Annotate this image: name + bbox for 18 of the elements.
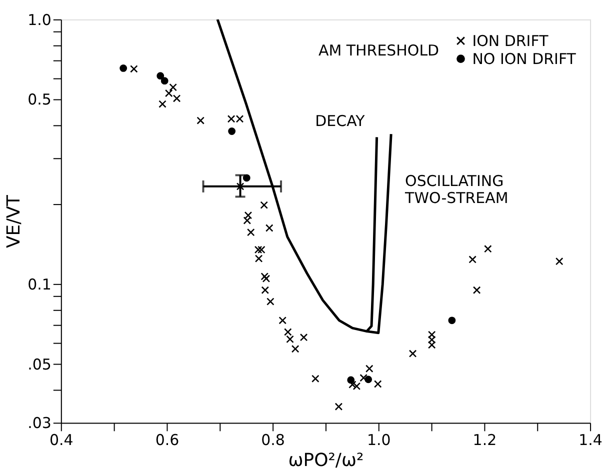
x-tick-label: 0.4 [49, 431, 74, 450]
legend-label: ION DRIFT [472, 32, 550, 50]
y-tick-label: 1.0 [28, 10, 52, 29]
y-axis-title: VE/VT [4, 194, 25, 248]
x-tick-label: 1.0 [366, 431, 391, 450]
y-tick-label: .05 [28, 355, 52, 374]
x-tick-label: 0.6 [155, 431, 180, 450]
series-label: OSCILLATING TWO-STREAM [404, 172, 508, 207]
y-tick-label: 0.5 [28, 90, 52, 109]
x-tick-label: 1.4 [578, 431, 602, 450]
series-label: DECAY [315, 112, 366, 130]
y-tick-label: 0.1 [28, 276, 52, 294]
y-tick-label: .03 [28, 414, 52, 432]
x-tick-label: 0.8 [261, 431, 285, 450]
x-axis-title: ωPO²/ω² [288, 450, 364, 472]
x-tick-label: 1.2 [472, 431, 497, 450]
legend-label: NO ION DRIFT [472, 50, 577, 68]
legend-title: AM THRESHOLD [318, 41, 440, 60]
